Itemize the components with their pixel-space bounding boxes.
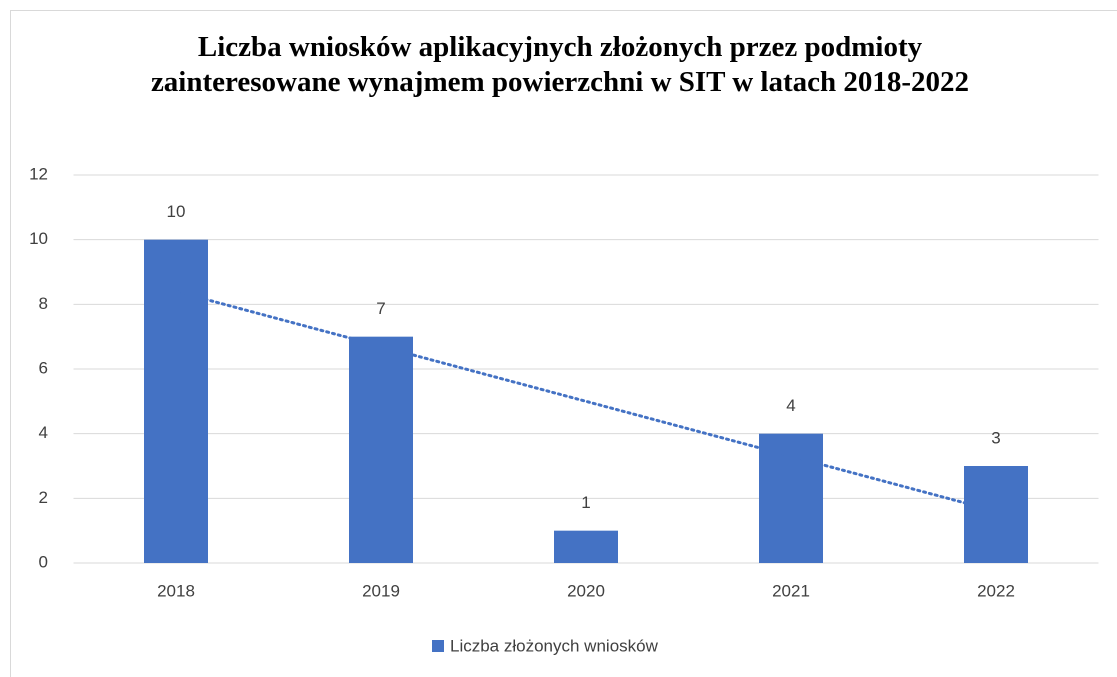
data-label: 3: [991, 428, 1000, 447]
x-tick-label: 2021: [772, 581, 810, 600]
y-tick-label: 4: [39, 423, 48, 442]
y-tick-label: 10: [29, 229, 48, 248]
bar: [554, 530, 618, 563]
bar: [349, 336, 413, 563]
chart-title: Liczba wniosków aplikacyjnych złożonych …: [150, 31, 970, 98]
data-label: 7: [376, 299, 385, 318]
data-label: 4: [786, 396, 795, 415]
y-tick-label: 8: [39, 294, 48, 313]
x-tick-label: 2022: [977, 581, 1015, 600]
data-label: 10: [167, 202, 186, 221]
x-tick-label: 2020: [567, 581, 605, 600]
y-tick-label: 0: [39, 552, 48, 571]
data-label: 1: [581, 493, 590, 512]
y-tick-label: 12: [29, 164, 48, 183]
bar: [144, 239, 208, 563]
legend-label: Liczba złożonych wniosków: [450, 636, 659, 655]
x-tick-label: 2019: [362, 581, 400, 600]
x-tick-label: 2018: [157, 581, 195, 600]
y-tick-label: 2: [39, 488, 48, 507]
trendline: [174, 289, 998, 513]
y-tick-label: 6: [39, 358, 48, 377]
legend-swatch: [432, 640, 444, 652]
bar: [964, 466, 1028, 563]
bar: [759, 433, 823, 563]
